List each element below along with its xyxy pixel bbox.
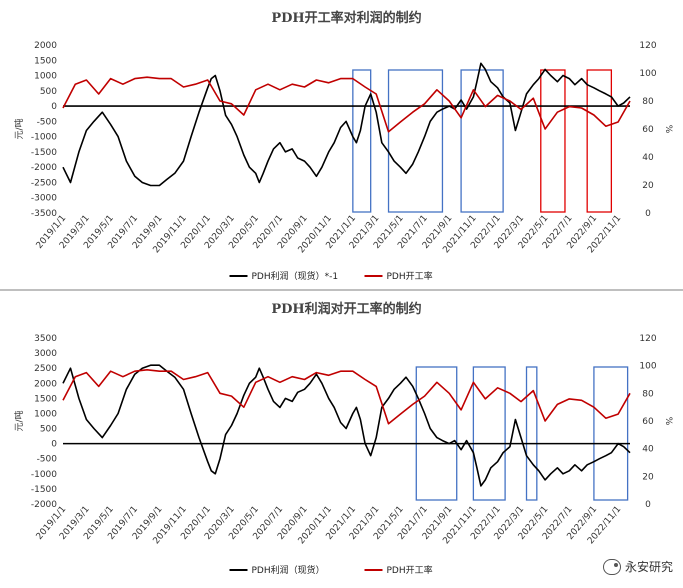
series-line-profit xyxy=(62,62,631,187)
highlight-box xyxy=(415,366,458,501)
y-left-tick-label: 2000 xyxy=(34,41,57,51)
chat-bubble-icon xyxy=(602,558,621,575)
y-left-tick-label: -500 xyxy=(37,117,58,127)
y-right-tick-label: 60 xyxy=(642,125,654,135)
highlight-box xyxy=(460,69,504,213)
legend-label: PDH开工率 xyxy=(387,270,433,282)
chart-bottom: PDH利润对开工率的制约3500300025002000150010005000… xyxy=(13,301,673,576)
y-right-tick-label: 0 xyxy=(645,209,651,219)
highlight-box xyxy=(540,69,566,213)
y-left-tick-label: -1500 xyxy=(31,148,57,158)
legend-label: PDH利润（现货）*-1 xyxy=(252,270,339,282)
chart-panel-bottom: PDH利润对开工率的制约 3500 3000 2500 2000 1500 1000 500 0… xyxy=(0,291,683,583)
y-right-tick-label: 120 xyxy=(639,334,656,344)
y-left-tick-label: 500 xyxy=(40,87,57,97)
y-right-tick-label: 60 xyxy=(642,417,654,427)
y-right-unit: % xyxy=(663,125,673,134)
y-left-tick-label: 1500 xyxy=(34,56,57,66)
highlight-box xyxy=(593,366,629,501)
chart-panel-top: PDH开工率对利润的制约 2000 1500 1000 500 0 -500 -1000 -15… xyxy=(0,0,683,289)
y-left-tick-label: 3000 xyxy=(34,349,57,359)
series-line-profit xyxy=(62,364,631,487)
highlight-box xyxy=(387,69,444,213)
y-right-tick-label: 80 xyxy=(642,389,654,399)
chart-title: PDH利润对开工率的制约 xyxy=(271,301,421,317)
legend-label: PDH利润（现货） xyxy=(252,564,325,576)
legend-label: PDH开工率 xyxy=(387,564,433,576)
y-left-tick-label: 0 xyxy=(51,440,57,450)
y-right-tick-label: 20 xyxy=(642,472,654,482)
y-left-tick-label: -500 xyxy=(37,455,58,465)
panel-divider xyxy=(0,289,683,291)
y-left-tick-label: 0 xyxy=(51,102,57,112)
highlight-box xyxy=(352,69,372,213)
y-left-tick-label: 2500 xyxy=(34,364,57,374)
y-left-tick-label: 1000 xyxy=(34,409,57,419)
y-right-tick-label: 120 xyxy=(639,41,656,51)
y-left-tick-label: -1000 xyxy=(31,470,57,480)
y-left-tick-label: -1500 xyxy=(31,485,57,495)
y-left-tick-label: -3000 xyxy=(31,194,57,204)
y-left-tick-label: 1500 xyxy=(34,394,57,404)
y-left-tick-label: 3500 xyxy=(34,334,57,344)
y-left-tick-label: -2500 xyxy=(31,178,57,188)
chart-title: PDH开工率对利润的制约 xyxy=(271,10,421,26)
highlight-box xyxy=(472,366,506,501)
y-left-tick-label: -2000 xyxy=(31,500,57,510)
y-right-tick-label: 100 xyxy=(639,362,656,372)
watermark-text: 永安研究 xyxy=(624,560,673,574)
y-left-tick-label: -3500 xyxy=(31,209,57,219)
y-left-tick-label: -1000 xyxy=(31,133,57,143)
y-right-unit: % xyxy=(663,417,673,426)
y-right-tick-label: 40 xyxy=(642,153,654,163)
y-right-tick-label: 80 xyxy=(642,97,654,107)
y-left-unit: 元/吨 xyxy=(13,118,25,139)
y-left-tick-label: 2000 xyxy=(34,379,57,389)
highlight-box xyxy=(586,69,613,213)
y-right-tick-label: 100 xyxy=(639,69,656,79)
watermark: 永安研究 xyxy=(602,558,673,575)
series-line-utilization xyxy=(62,369,631,425)
chart-top: PDH开工率对利润的制约2000150010005000-500-1000-15… xyxy=(13,10,673,282)
y-right-tick-label: 20 xyxy=(642,181,654,191)
highlight-box xyxy=(525,366,538,501)
y-left-unit: 元/吨 xyxy=(13,410,25,431)
series-line-utilization xyxy=(62,76,631,133)
y-left-tick-label: 500 xyxy=(40,425,57,435)
y-right-tick-label: 40 xyxy=(642,445,654,455)
y-left-tick-label: 1000 xyxy=(34,72,57,82)
y-right-tick-label: 0 xyxy=(645,500,651,510)
y-left-tick-label: -2000 xyxy=(31,163,57,173)
